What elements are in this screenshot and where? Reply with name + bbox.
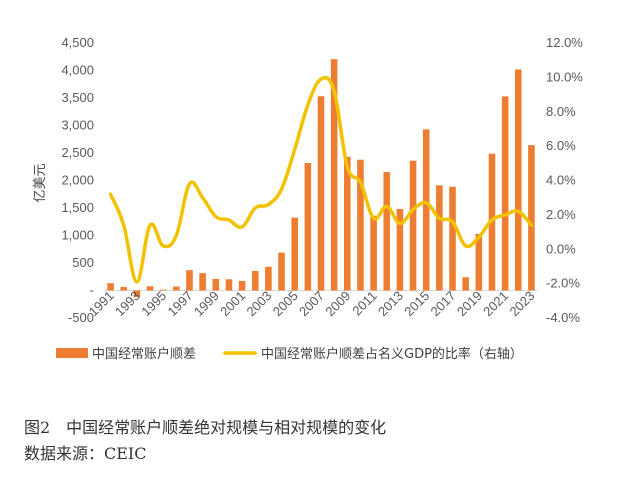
bar-2005 xyxy=(291,217,298,291)
y-tick-label: 500 xyxy=(72,255,94,270)
x-tick-label: 2009 xyxy=(322,288,353,319)
legend-label-line: 中国经常账户顺差占名义GDP的比率（右轴） xyxy=(261,346,523,362)
bar-2018 xyxy=(462,277,469,291)
bar-2007 xyxy=(317,96,325,291)
y-tick-label: - xyxy=(90,283,94,298)
x-tick-label: 2007 xyxy=(296,288,327,319)
x-tick-label: 1995 xyxy=(138,288,169,319)
y-tick-label: 3,500 xyxy=(61,90,94,105)
bar-series xyxy=(107,59,535,298)
source-note: 数据来源：CEIC xyxy=(24,444,147,463)
y-tick-label: 1,000 xyxy=(61,228,94,243)
bar-2009 xyxy=(344,156,351,291)
bar-2000 xyxy=(225,279,233,291)
y2-tick-label: 6.0% xyxy=(546,138,576,153)
x-tick-label: 2021 xyxy=(480,288,511,319)
y-tick-label: 2,500 xyxy=(61,145,94,160)
bar-2016 xyxy=(436,185,443,291)
bar-2014 xyxy=(409,160,417,291)
ratio-line-series xyxy=(108,75,534,284)
y-axis-right: -4.0% -2.0% 0.0% 2.0% 4.0% 6.0% 8.0% 10.0% 12.0% xyxy=(546,35,583,325)
bar-2011 xyxy=(370,215,377,291)
legend-swatch-bar xyxy=(56,348,88,358)
y-tick-label: 2,000 xyxy=(61,173,94,188)
y-tick-label: 1,500 xyxy=(61,200,94,215)
x-tick-label: 2001 xyxy=(217,288,248,319)
x-tick-label: 2011 xyxy=(349,288,379,318)
x-tick-label: 1997 xyxy=(165,288,196,319)
y2-tick-label: 12.0% xyxy=(546,35,583,50)
x-tick-label: 2005 xyxy=(270,288,301,319)
bar-2022 xyxy=(514,69,522,291)
x-tick-label: 2017 xyxy=(428,288,459,319)
x-tick-label: 2015 xyxy=(401,288,432,319)
y-tick-label: 3,000 xyxy=(61,118,94,133)
bar-1993 xyxy=(133,290,141,298)
bar-2002 xyxy=(251,271,259,291)
bar-2017 xyxy=(449,186,456,291)
bar-1994 xyxy=(146,286,154,291)
legend-label-bar: 中国经常账户顺差 xyxy=(92,346,196,362)
figure-caption: 图2 中国经常账户顺差绝对规模与相对规模的变化 xyxy=(24,418,387,437)
y2-tick-label: -4.0% xyxy=(546,310,580,325)
y2-tick-label: 10.0% xyxy=(546,69,583,84)
bar-1995 xyxy=(159,289,167,291)
bar-2001 xyxy=(238,280,246,291)
bar-1997 xyxy=(186,270,193,291)
bar-2015 xyxy=(422,129,430,291)
bar-1991 xyxy=(107,283,114,291)
bar-2003 xyxy=(265,266,272,291)
x-tick-label: 2003 xyxy=(243,288,274,319)
y-tick-label: -500 xyxy=(68,310,94,325)
x-tick-label: 2023 xyxy=(506,288,537,319)
bar-2012 xyxy=(383,172,391,291)
x-tick-label: 2013 xyxy=(375,288,406,319)
bar-2010 xyxy=(357,159,364,291)
y-axis-left: -500-5001,0001,5002,0002,5003,0003,5004,… xyxy=(61,35,94,325)
y-axis-label: 亿美元 xyxy=(33,163,48,202)
y2-tick-label: -2.0% xyxy=(546,276,580,291)
bar-2006 xyxy=(304,163,312,291)
bar-2004 xyxy=(278,252,285,291)
y2-tick-label: 8.0% xyxy=(546,104,576,119)
y2-tick-label: 4.0% xyxy=(546,173,576,188)
y-tick-label: 4,000 xyxy=(61,63,94,78)
bar-2023 xyxy=(528,145,535,291)
x-axis: 1991199319951997199920012003200520072009… xyxy=(86,288,538,319)
y2-tick-label: 0.0% xyxy=(546,241,576,256)
current-account-chart: -500-5001,0001,5002,0002,5003,0003,5004,… xyxy=(33,35,583,362)
bar-2008 xyxy=(330,59,338,291)
bar-2019 xyxy=(475,233,483,291)
y-tick-label: 4,500 xyxy=(61,35,94,50)
bar-2013 xyxy=(396,208,404,291)
bar-2021 xyxy=(501,96,509,291)
bar-1992 xyxy=(120,286,128,291)
bar-1996 xyxy=(173,286,180,291)
x-tick-label: 2019 xyxy=(454,288,485,319)
y2-tick-label: 2.0% xyxy=(546,207,576,222)
bar-1999 xyxy=(212,278,220,291)
bar-1998 xyxy=(199,273,206,291)
x-tick-label: 1999 xyxy=(191,288,222,319)
